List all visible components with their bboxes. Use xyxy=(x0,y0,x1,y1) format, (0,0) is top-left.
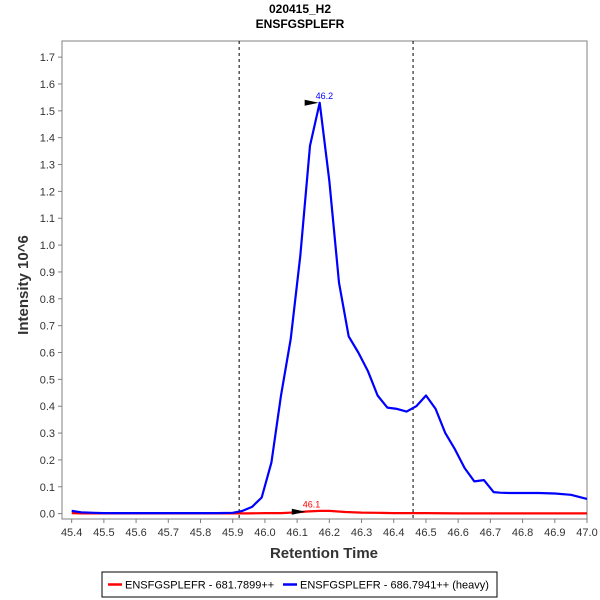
y-tick-label: 1.5 xyxy=(40,106,55,118)
x-tick-label: 45.9 xyxy=(222,527,243,539)
y-tick-label: 0.2 xyxy=(40,455,55,467)
x-tick-label: 47.0 xyxy=(576,527,597,539)
series-lines xyxy=(71,101,588,515)
x-tick-label: 46.7 xyxy=(480,527,501,539)
y-tick-label: 1.4 xyxy=(40,133,55,145)
legend-label-1: ENSFGSPLEFR - 686.7941++ (heavy) xyxy=(300,580,489,592)
x-tick-label: 46.0 xyxy=(254,527,275,539)
legend xyxy=(101,571,498,598)
peak-label-0: 46.1 xyxy=(303,500,321,510)
y-tick-label: 1.7 xyxy=(40,52,55,64)
x-tick-label: 46.3 xyxy=(351,527,372,539)
x-tick-label: 45.5 xyxy=(93,527,114,539)
y-tick-label: 1.2 xyxy=(40,186,55,198)
x-tick-label: 45.7 xyxy=(158,527,179,539)
chart-subtitle: ENSFGSPLEFR xyxy=(256,17,345,31)
y-axis-label: Intensity 10^6 xyxy=(15,235,32,335)
y-tick-label: 0.4 xyxy=(40,401,55,413)
y-tick-label: 0.3 xyxy=(40,428,55,440)
x-tick-label: 46.9 xyxy=(544,527,565,539)
x-axis-label: Retention Time xyxy=(270,545,378,562)
x-tick-label: 45.8 xyxy=(190,527,211,539)
plot-area xyxy=(61,40,588,520)
peak-annotations: 46.1 46.2 xyxy=(291,91,334,515)
series-line-1 xyxy=(71,101,588,515)
x-axis-ticks: 45.4 45.5 45.6 45.7 45.8 45.9 46.0 46.1 46.2 46.3… xyxy=(61,519,598,539)
y-axis-ticks: 0.0 0.1 0.2 0.3 0.4 0.5 0.6 0.7 0.8 0.9 1.0 1.1 1.2 1… xyxy=(40,52,62,521)
x-tick-label: 46.5 xyxy=(415,527,436,539)
y-tick-label: 0.1 xyxy=(40,482,55,494)
legend-label-0: ENSFGSPLEFR - 681.7899++ xyxy=(125,580,274,592)
y-tick-label: 0.8 xyxy=(40,294,55,306)
y-tick-label: 0.6 xyxy=(40,348,55,360)
x-tick-label: 45.4 xyxy=(61,527,82,539)
peak-marker-1 xyxy=(304,99,319,106)
chart-title: 020415_H2 xyxy=(269,2,331,16)
legend-items: ENSFGSPLEFR - 681.7899++ ENSFGSPLEFR - 68… xyxy=(108,580,489,592)
y-tick-label: 0.7 xyxy=(40,321,55,333)
peak-label-1: 46.2 xyxy=(316,91,334,101)
x-tick-label: 46.4 xyxy=(383,527,404,539)
y-tick-label: 1.1 xyxy=(40,213,55,225)
y-tick-label: 1.3 xyxy=(40,160,55,172)
x-tick-label: 46.8 xyxy=(512,527,533,539)
x-tick-label: 45.6 xyxy=(125,527,146,539)
y-tick-label: 0.9 xyxy=(40,267,55,279)
x-tick-label: 46.1 xyxy=(286,527,307,539)
y-tick-label: 0.0 xyxy=(40,509,55,521)
y-tick-label: 1.0 xyxy=(40,240,55,252)
y-tick-label: 1.6 xyxy=(40,79,55,91)
peak-marker-0 xyxy=(291,508,306,515)
x-tick-label: 46.6 xyxy=(447,527,468,539)
y-tick-label: 0.5 xyxy=(40,374,55,386)
peak-boundaries xyxy=(238,41,414,519)
x-tick-label: 46.2 xyxy=(319,527,340,539)
